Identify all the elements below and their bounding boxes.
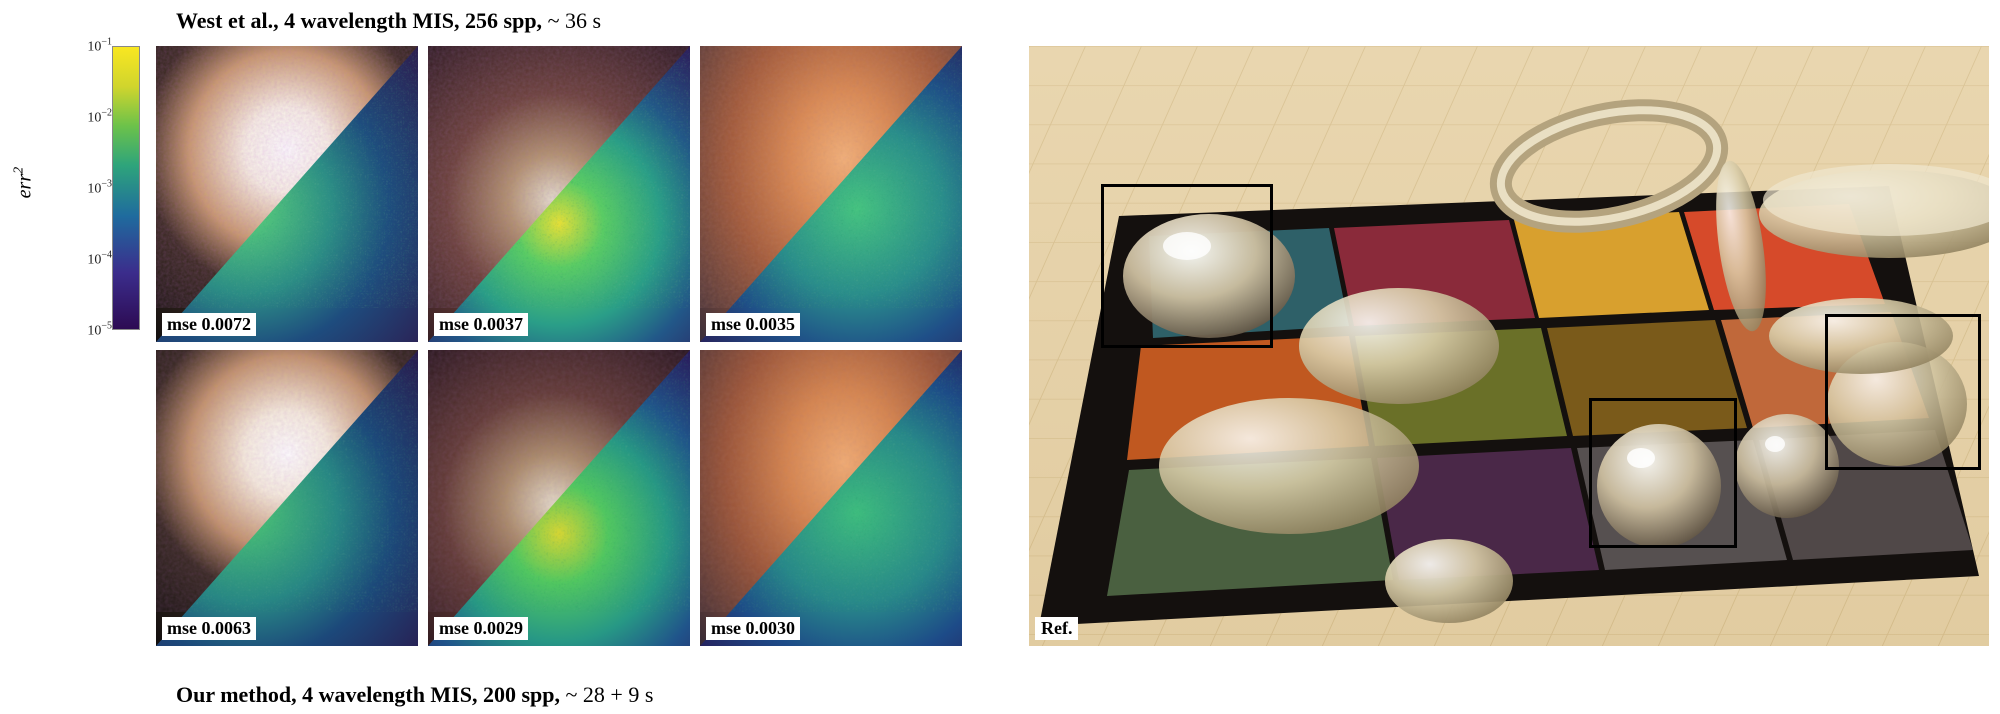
title-top-bold: West et al., 4 wavelength MIS, 256 spp, (176, 8, 548, 33)
figure-container: West et al., 4 wavelength MIS, 256 spp, … (0, 0, 2000, 714)
mse-label: mse 0.0063 (162, 617, 256, 640)
crop-west-2: mse 0.0035 (700, 46, 962, 342)
cb-tick-0: 10−1 (87, 37, 112, 56)
right-section: Ref. (1021, 8, 1989, 706)
mse-label: mse 0.0037 (434, 313, 528, 336)
crop-row-west: mse 0.0072 mse 0.0037 mse 0.00 (156, 46, 996, 342)
crop-row-ours: mse 0.0063 mse 0.0029 mse 0.00 (156, 350, 996, 646)
colorbar-gradient (112, 46, 140, 330)
crop-ours-0: mse 0.0063 (156, 350, 418, 646)
crop-grid: mse 0.0072 mse 0.0037 mse 0.00 (156, 8, 996, 706)
colorbar-label: err2 (12, 167, 37, 198)
colorbar-region: err2 10−1 10−2 10−3 10−4 10−5 (16, 8, 156, 706)
cb-tick-1: 10−2 (87, 108, 112, 127)
colorbar-ticks: 10−1 10−2 10−3 10−4 10−5 (68, 46, 112, 330)
crop-ours-2: mse 0.0030 (700, 350, 962, 646)
mse-label: mse 0.0030 (706, 617, 800, 640)
title-bottom: Our method, 4 wavelength MIS, 200 spp, ~… (176, 682, 653, 708)
mse-label: mse 0.0035 (706, 313, 800, 336)
roi-box-0 (1101, 184, 1273, 348)
crop-west-1: mse 0.0037 (428, 46, 690, 342)
title-bottom-time: ~ 28 + 9 s (566, 682, 654, 707)
mse-label: mse 0.0072 (162, 313, 256, 336)
title-top: West et al., 4 wavelength MIS, 256 spp, … (176, 8, 601, 34)
title-bottom-bold: Our method, 4 wavelength MIS, 200 spp, (176, 682, 566, 707)
cb-tick-3: 10−4 (87, 250, 112, 269)
cb-tick-2: 10−3 (87, 179, 112, 198)
crop-west-0: mse 0.0072 (156, 46, 418, 342)
reference-label: Ref. (1035, 617, 1078, 640)
crop-ours-1: mse 0.0029 (428, 350, 690, 646)
roi-box-2 (1825, 314, 1981, 470)
title-top-time: ~ 36 s (548, 8, 601, 33)
mse-label: mse 0.0029 (434, 617, 528, 640)
cb-tick-4: 10−5 (87, 321, 112, 340)
left-section: West et al., 4 wavelength MIS, 256 spp, … (16, 8, 1021, 706)
reference-image: Ref. (1029, 46, 1989, 646)
roi-box-1 (1589, 398, 1737, 548)
